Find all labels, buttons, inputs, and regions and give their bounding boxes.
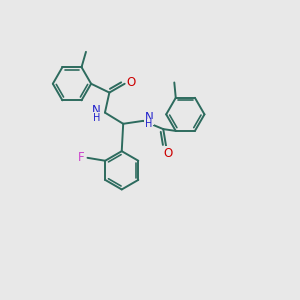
Text: H: H — [93, 113, 100, 123]
Text: O: O — [163, 147, 172, 160]
Text: N: N — [145, 111, 154, 124]
Text: N: N — [92, 104, 101, 117]
Text: H: H — [146, 119, 153, 129]
Text: F: F — [78, 151, 84, 164]
Text: O: O — [127, 76, 136, 89]
